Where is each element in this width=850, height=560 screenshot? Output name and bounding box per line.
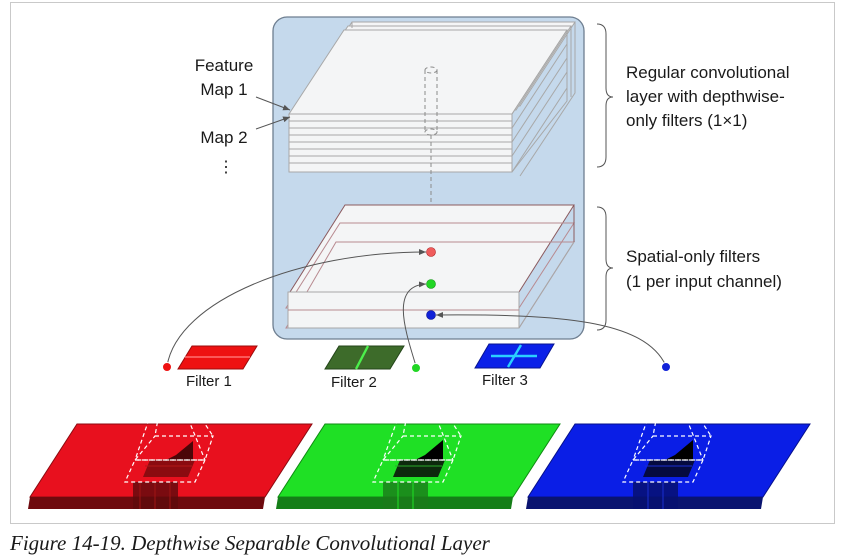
- feature-map-1-pointer: [255, 96, 291, 111]
- connection-red: [166, 249, 427, 367]
- regular-layer-label-1: Regular convolutional: [626, 63, 790, 82]
- figure-frame: [10, 2, 835, 524]
- filter-2-label: Filter 2: [331, 374, 377, 391]
- spatial-layer-brace: [596, 206, 614, 331]
- output-dot-blue: [426, 310, 436, 320]
- filter-3-label: Filter 3: [482, 372, 528, 389]
- input-channel-red: [28, 423, 313, 509]
- input-dot-green: [411, 363, 421, 373]
- receptive-field-blue: [622, 366, 712, 483]
- connection-blue: [435, 311, 667, 367]
- regular-layer-brace: [596, 23, 614, 168]
- feature-map-1-sublabel: Map 1: [200, 80, 247, 99]
- input-dot-red: [162, 362, 172, 372]
- filter-3: [474, 343, 555, 369]
- regular-layer-label-2: layer with depthwise-: [626, 87, 785, 106]
- feature-map-slabs: [288, 22, 576, 177]
- feature-map-stack: [288, 21, 576, 115]
- output-dot-green: [426, 279, 436, 289]
- receptive-field-green: [372, 366, 462, 483]
- figure-caption: Figure 14-19. Depthwise Separable Convol…: [10, 531, 490, 555]
- regular-layer-label-3: only filters (1×1): [626, 111, 747, 130]
- output-dot-red: [426, 247, 436, 257]
- feature-map-1-label: Feature: [195, 56, 254, 75]
- filter-1: [177, 345, 258, 370]
- depthwise-separable-diagram: Feature Map 1 Map 2 ⋮ Regular convolutio…: [28, 16, 811, 509]
- input-channel-blue: [526, 423, 811, 509]
- input-channel-green: [276, 423, 561, 509]
- ellipsis-label: ⋮: [218, 159, 234, 176]
- input-dot-blue: [661, 362, 671, 372]
- spatial-layer-label-2: (1 per input channel): [626, 272, 782, 291]
- spatial-layer-label-1: Spatial-only filters: [626, 247, 760, 266]
- filter-1-label: Filter 1: [186, 373, 232, 390]
- filter-2: [324, 345, 405, 370]
- feature-map-2-label: Map 2: [200, 128, 247, 147]
- receptive-field-red: [124, 366, 214, 483]
- connection-green: [402, 281, 427, 367]
- feature-map-2-pointer: [255, 116, 291, 130]
